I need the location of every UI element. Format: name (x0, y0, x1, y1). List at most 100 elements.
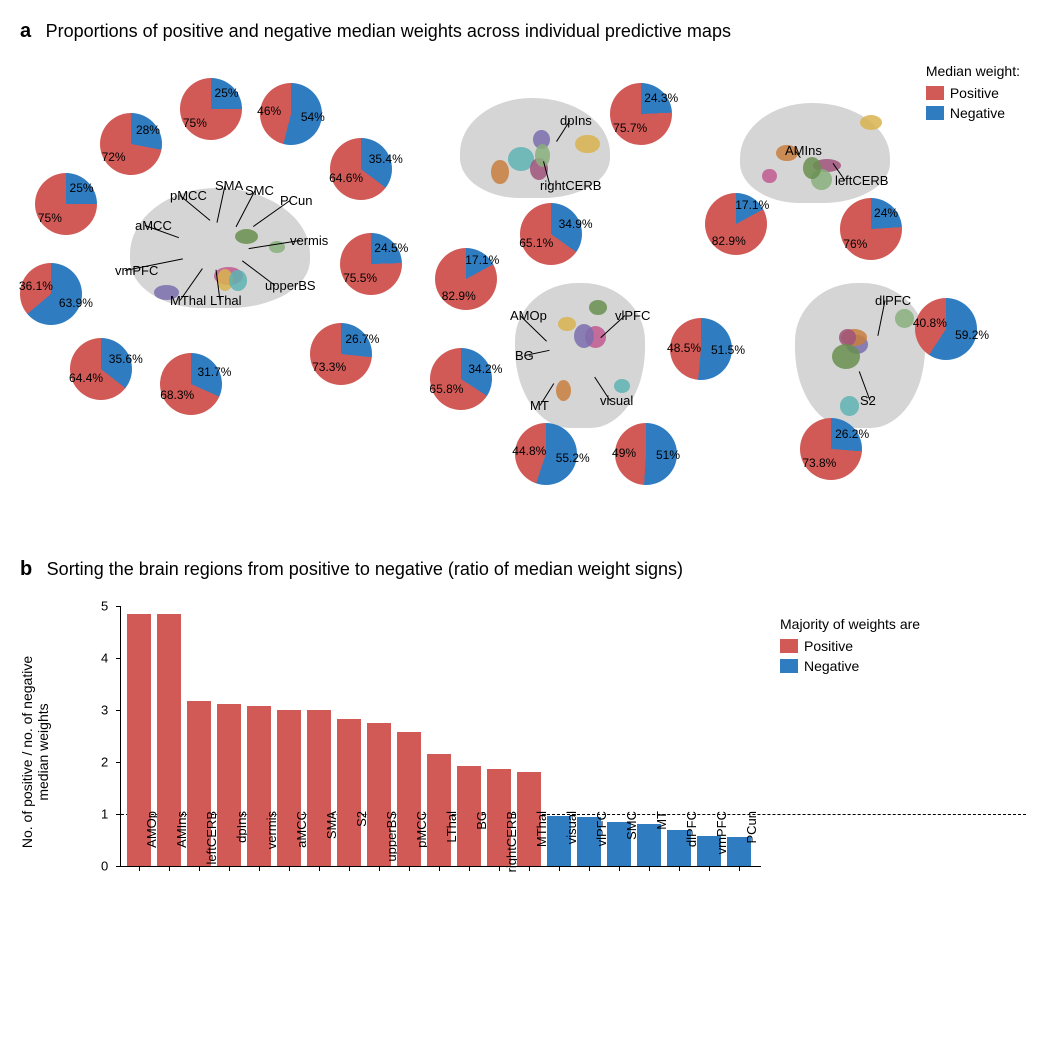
pie-pct-negative: 35.6% (109, 352, 143, 366)
y-tick-mark (116, 710, 121, 711)
panel-a-title: Proportions of positive and negative med… (46, 21, 731, 41)
x-tick-mark (469, 866, 470, 871)
legend-item: Negative (926, 105, 1020, 121)
panel-a-label: a (20, 20, 31, 42)
x-tick-mark (409, 866, 410, 871)
pie-pct-positive: 65.1% (519, 236, 553, 250)
pie-pct-positive: 49% (612, 446, 636, 460)
brain-region-blob (235, 229, 258, 244)
y-tick-mark (116, 866, 121, 867)
x-tick-mark (589, 866, 590, 871)
x-tick-mark (349, 866, 350, 871)
pie-chart: 34.9%65.1% (520, 203, 582, 265)
pie-chart: 63.9%36.1% (20, 263, 82, 325)
x-tick-mark (169, 866, 170, 871)
region-label: LThal (210, 293, 242, 308)
x-tick-mark (379, 866, 380, 871)
pie-pct-positive: 75% (38, 211, 62, 225)
brain-region-blob (491, 160, 509, 185)
x-tick-mark (229, 866, 230, 871)
x-tick-mark (439, 866, 440, 871)
pie-chart: 34.2%65.8% (430, 348, 492, 410)
pie-chart: 51.5%48.5% (670, 318, 732, 380)
y-tick-mark (116, 658, 121, 659)
pie-pct-positive: 75.5% (343, 271, 377, 285)
region-label: PCun (280, 193, 313, 208)
x-tick-mark (559, 866, 560, 871)
x-tick-mark (709, 866, 710, 871)
y-tick-label: 4 (101, 651, 108, 666)
pie-pct-negative: 25% (70, 181, 94, 195)
pie-pct-negative: 25% (215, 86, 239, 100)
pie-chart: 54% 46% (260, 83, 322, 145)
pie (70, 338, 132, 400)
y-tick-label: 5 (101, 599, 108, 614)
x-tick-mark (529, 866, 530, 871)
brain-region-blob (840, 396, 860, 416)
pie-pct-negative: 24.3% (644, 91, 678, 105)
brain-region-blob (860, 115, 882, 130)
pie-pct-positive: 40.8% (913, 316, 947, 330)
pie-chart: 25%75% (180, 78, 242, 140)
pie-pct-negative: 34.2% (468, 362, 502, 376)
x-tick-label: PCun (744, 811, 759, 881)
legend-a-title: Median weight: (926, 63, 1020, 79)
pie-pct-positive: 73.8% (802, 456, 836, 470)
region-label: AMIns (785, 143, 822, 158)
bar-chart: No. of positive / no. of negativemedian … (90, 596, 1030, 946)
pie-pct-negative: 54% (301, 110, 325, 124)
legend-swatch (780, 639, 798, 653)
pie-pct-negative: 17.1% (465, 253, 499, 267)
pie-chart: 24.3%75.7% (610, 83, 672, 145)
pie-chart: 26.7%73.3% (310, 323, 372, 385)
brain-region-blob (832, 344, 860, 369)
panel-a-header: a Proportions of positive and negative m… (20, 20, 1030, 43)
pie-pct-negative: 63.9% (59, 296, 93, 310)
pie (520, 203, 582, 265)
brain-region-blob (556, 380, 571, 401)
x-tick-mark (649, 866, 650, 871)
x-tick-mark (619, 866, 620, 871)
brain-region-blob (762, 169, 777, 184)
pie-pct-positive: 64.4% (69, 371, 103, 385)
pie-pct-negative: 34.9% (559, 217, 593, 231)
legend-swatch (780, 659, 798, 673)
y-tick-label: 3 (101, 703, 108, 718)
pie-pct-positive: 46% (257, 104, 281, 118)
legend-item: Positive (926, 85, 1020, 101)
y-tick-label: 2 (101, 755, 108, 770)
legend-b-title: Majority of weights are (780, 616, 920, 632)
pie-chart: 35.6%64.4% (70, 338, 132, 400)
region-label: MThal (170, 293, 206, 308)
legend-label: Positive (950, 85, 999, 101)
pie-chart: 17.1%82.9% (435, 248, 497, 310)
pie (330, 138, 392, 200)
pie-chart: 17.1%82.9% (705, 193, 767, 255)
pie-chart: 25% 75% (35, 173, 97, 235)
pie-pct-positive: 73.3% (312, 360, 346, 374)
x-tick-mark (739, 866, 740, 871)
panel-b-header: b Sorting the brain regions from positiv… (20, 558, 1030, 581)
region-label: aMCC (135, 218, 172, 233)
panel-a-legend: Median weight: Positive Negative (926, 63, 1020, 125)
pie-pct-positive: 36.1% (19, 279, 53, 293)
y-axis-label: No. of positive / no. of negativemedian … (19, 652, 51, 852)
pie-chart: 24.5%75.5% (340, 233, 402, 295)
y-tick-mark (116, 762, 121, 763)
x-tick-mark (679, 866, 680, 871)
pie-pct-positive: 48.5% (667, 341, 701, 355)
pie-pct-negative: 51% (656, 448, 680, 462)
x-tick-mark (289, 866, 290, 871)
brain-region-blob (575, 135, 600, 154)
x-tick-mark (319, 866, 320, 871)
pie-pct-positive: 68.3% (160, 388, 194, 402)
brain-region-blob (614, 379, 630, 393)
pie-pct-positive: 82.9% (712, 234, 746, 248)
pie-pct-positive: 75.7% (613, 121, 647, 135)
pie-pct-negative: 35.4% (369, 152, 403, 166)
pie-chart: 55.2%44.8% (515, 423, 577, 485)
pie-pct-negative: 55.2% (556, 451, 590, 465)
region-label: leftCERB (835, 173, 888, 188)
region-label: upperBS (265, 278, 316, 293)
pie-pct-negative: 28% (136, 123, 160, 137)
